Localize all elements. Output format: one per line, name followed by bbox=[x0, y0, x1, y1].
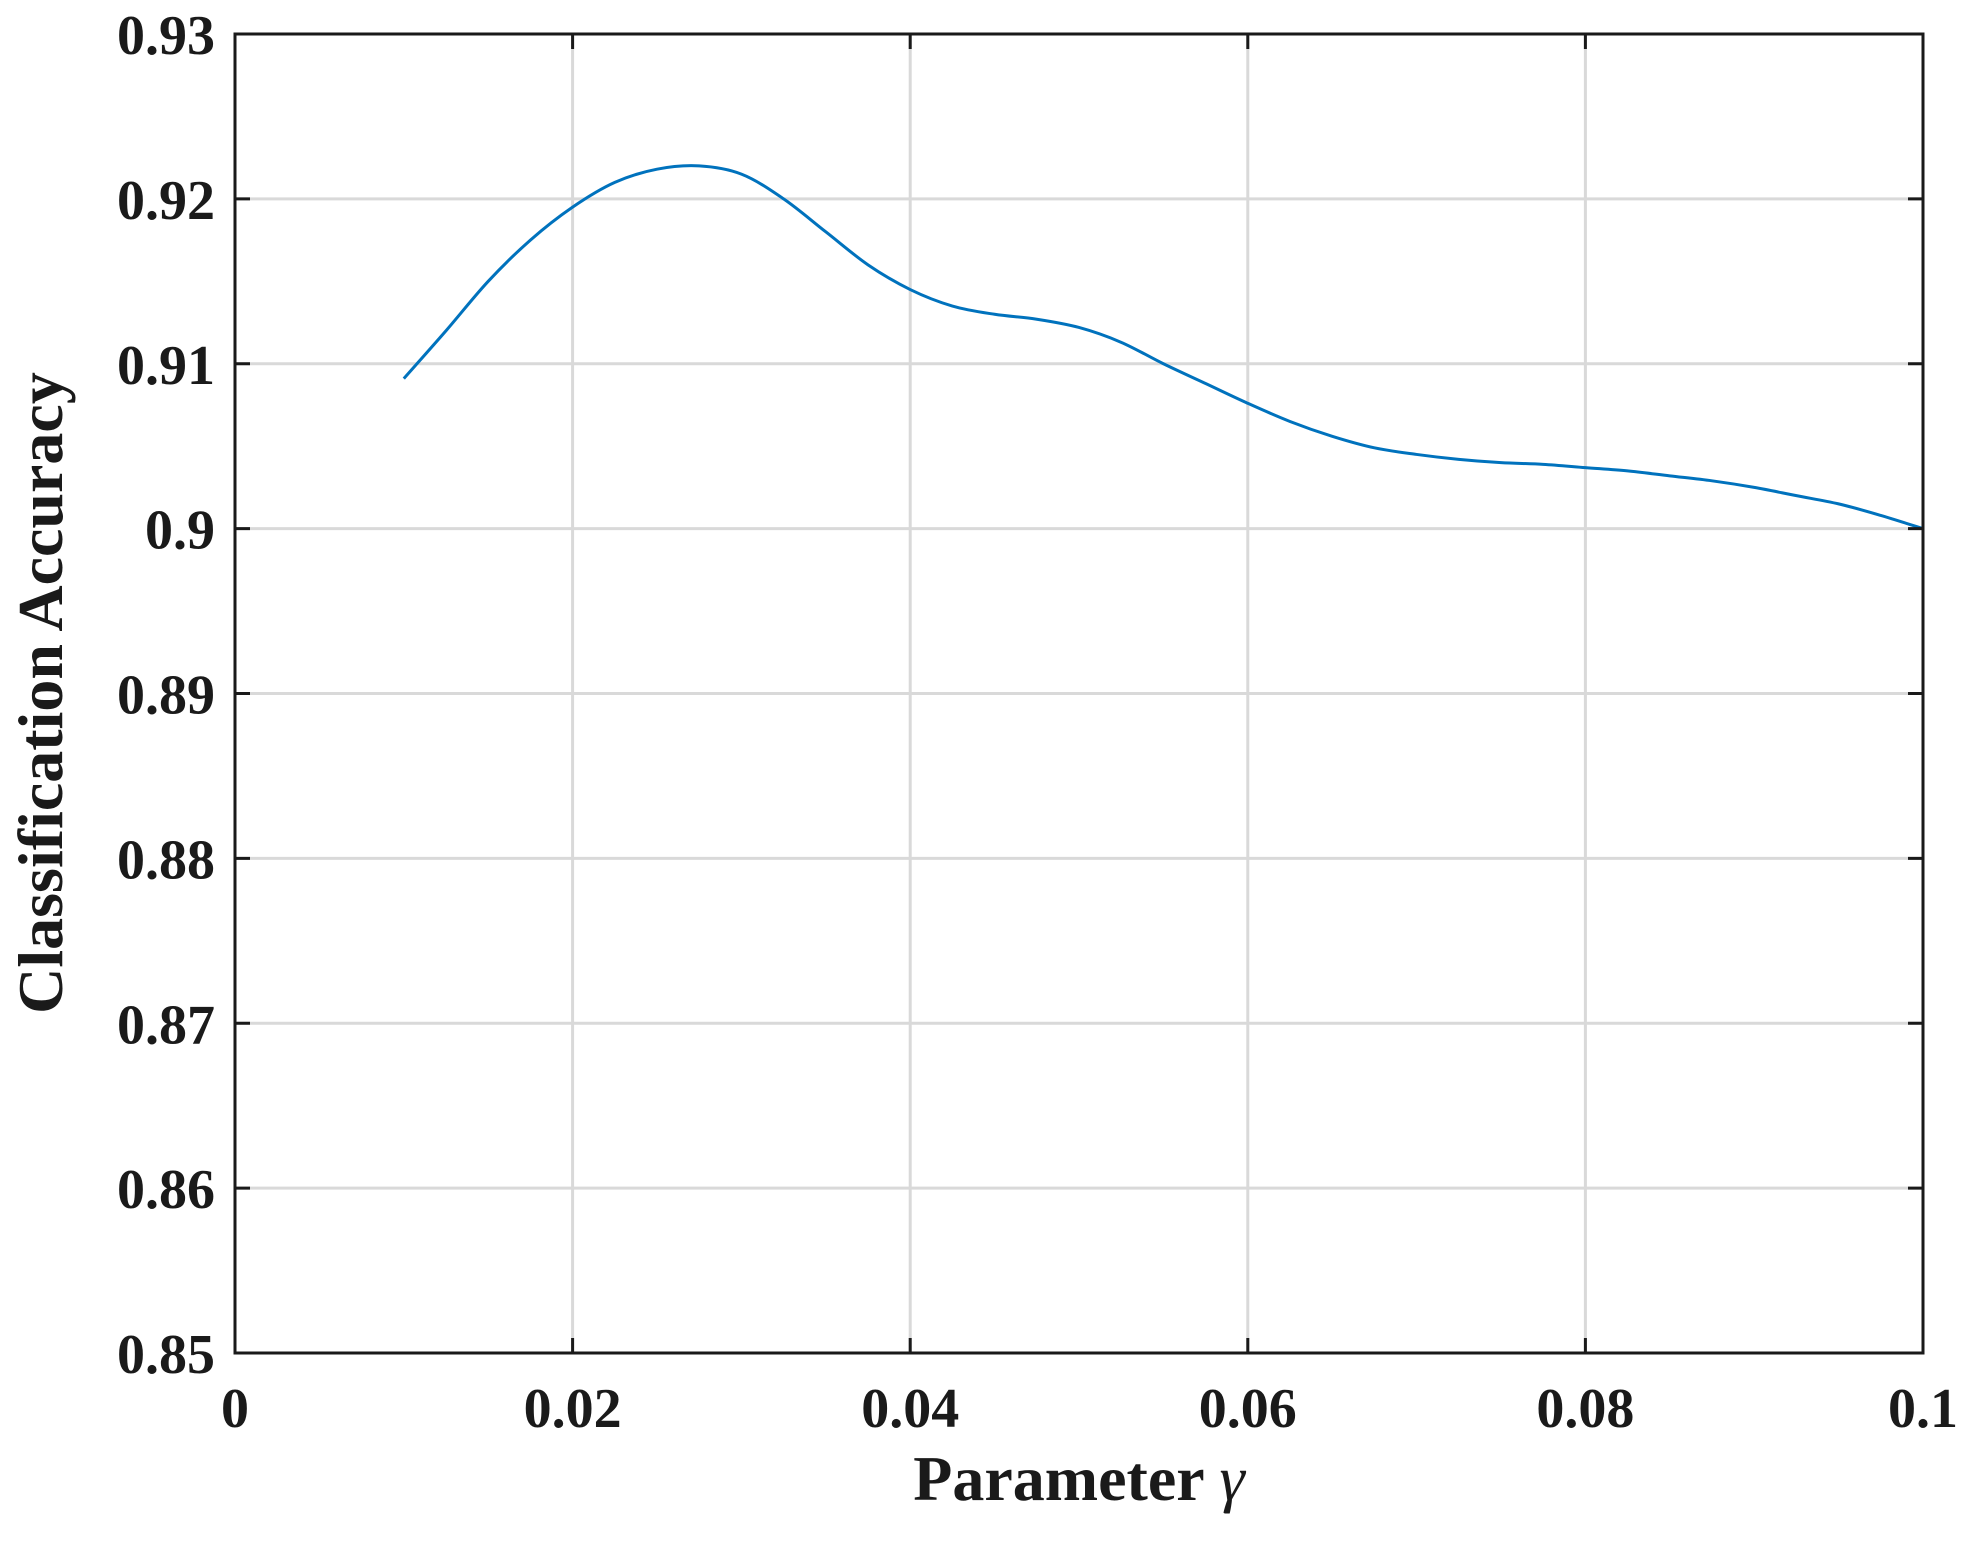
series-line bbox=[402, 164, 1924, 531]
x-axis-tick-labels: 0 0.02 0.04 0.06 0.08 0.1 bbox=[221, 1378, 1958, 1440]
y-tick-label: 0.86 bbox=[117, 1159, 215, 1221]
y-tick-label: 0.92 bbox=[117, 170, 215, 232]
tick-marks bbox=[233, 32, 1925, 1355]
y-tick-label: 0.88 bbox=[117, 829, 215, 891]
x-axis-title-symbol: γ bbox=[1219, 1443, 1246, 1514]
y-tick-label: 0.93 bbox=[117, 5, 215, 67]
y-axis-title: Classification Accuracy bbox=[5, 372, 76, 1014]
x-tick-label: 0.02 bbox=[524, 1378, 622, 1440]
y-tick-label: 0.85 bbox=[117, 1324, 215, 1386]
y-axis-tick-labels: 0.85 0.86 0.87 0.88 0.89 0.9 0.91 0.92 0.93 bbox=[117, 5, 215, 1386]
grid bbox=[235, 34, 1923, 1353]
x-tick-label: 0.1 bbox=[1888, 1378, 1958, 1440]
x-tick-label: 0.04 bbox=[861, 1378, 959, 1440]
y-tick-label: 0.91 bbox=[117, 335, 215, 397]
x-axis-title: Parameter γ bbox=[913, 1443, 1246, 1514]
y-tick-label: 0.87 bbox=[117, 994, 215, 1056]
y-tick-label: 0.9 bbox=[145, 500, 215, 562]
y-tick-label: 0.89 bbox=[117, 665, 215, 727]
series-layer bbox=[402, 164, 1924, 531]
x-tick-label: 0 bbox=[221, 1378, 249, 1440]
x-tick-label: 0.06 bbox=[1199, 1378, 1297, 1440]
x-tick-label: 0.08 bbox=[1536, 1378, 1634, 1440]
x-axis-title-text: Parameter bbox=[913, 1443, 1204, 1514]
